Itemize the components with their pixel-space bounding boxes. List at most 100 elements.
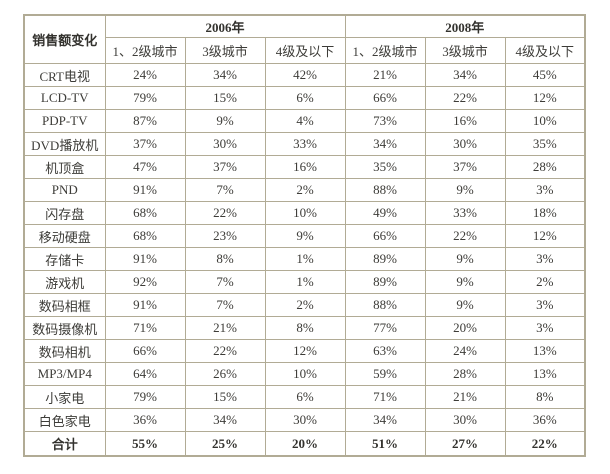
- table-cell: 47%: [104, 155, 186, 179]
- row-label: DVD播放机: [23, 132, 106, 156]
- table-cell: 34%: [184, 408, 266, 432]
- table-cell: 34%: [184, 63, 266, 87]
- table-cell: 33%: [264, 132, 346, 156]
- table-cell: 30%: [184, 132, 266, 156]
- table-cell: 22%: [424, 224, 506, 248]
- table-cell: 91%: [104, 178, 186, 202]
- table-cell: 30%: [424, 132, 506, 156]
- row-label: 游戏机: [23, 270, 106, 294]
- table-row: 游戏机 92% 7% 1% 89% 9% 2%: [23, 270, 586, 294]
- table-row: 数码摄像机 71% 21% 8% 77% 20% 3%: [23, 316, 586, 340]
- table-cell: 10%: [264, 362, 346, 386]
- table-cell: 8%: [504, 385, 586, 409]
- table-row: 白色家电 36% 34% 30% 34% 30% 36%: [23, 408, 586, 432]
- table-cell: 2%: [264, 293, 346, 317]
- table-cell: 13%: [504, 339, 586, 363]
- table-cell: 37%: [184, 155, 266, 179]
- row-label: 机顶盒: [23, 155, 106, 179]
- table-cell: 16%: [264, 155, 346, 179]
- table-cell: 15%: [184, 385, 266, 409]
- table-cell: 55%: [104, 431, 186, 457]
- year-header-row: 销售额变化 2006年 2008年: [23, 14, 586, 64]
- table-row: LCD-TV 79% 15% 6% 66% 22% 12%: [23, 86, 586, 110]
- table-cell: 30%: [264, 408, 346, 432]
- row-label: 白色家电: [23, 408, 106, 432]
- total-row-label: 合计: [23, 431, 106, 457]
- table-row: 存储卡 91% 8% 1% 89% 9% 3%: [23, 247, 586, 271]
- table-cell: 87%: [104, 109, 186, 133]
- row-label: 移动硬盘: [23, 224, 106, 248]
- table-row: CRT电视 24% 34% 42% 21% 34% 45%: [23, 63, 586, 87]
- table-cell: 21%: [344, 63, 426, 87]
- year-header-2008: 2008年: [344, 14, 586, 38]
- corner-header: 销售额变化: [23, 14, 106, 64]
- table-cell: 22%: [184, 201, 266, 225]
- table-cell: 68%: [104, 201, 186, 225]
- table-cell: 71%: [104, 316, 186, 340]
- table-cell: 8%: [184, 247, 266, 271]
- table-cell: 16%: [424, 109, 506, 133]
- table-cell: 89%: [344, 270, 426, 294]
- row-label: CRT电视: [23, 63, 106, 87]
- table-cell: 24%: [104, 63, 186, 87]
- table-cell: 15%: [184, 86, 266, 110]
- table-row: 闪存盘 68% 22% 10% 49% 33% 18%: [23, 201, 586, 225]
- column-header-tier12-2006: 1、2级城市: [104, 37, 186, 64]
- table-cell: 66%: [344, 86, 426, 110]
- table-cell: 79%: [104, 86, 186, 110]
- table-cell: 3%: [504, 293, 586, 317]
- table-row: MP3/MP4 64% 26% 10% 59% 28% 13%: [23, 362, 586, 386]
- total-row: 合计 55% 25% 20% 51% 27% 22%: [23, 431, 586, 457]
- table-cell: 1%: [264, 247, 346, 271]
- table-cell: 23%: [184, 224, 266, 248]
- table-row: DVD播放机 37% 30% 33% 34% 30% 35%: [23, 132, 586, 156]
- table-cell: 88%: [344, 178, 426, 202]
- table-cell: 21%: [424, 385, 506, 409]
- table-cell: 12%: [264, 339, 346, 363]
- table-cell: 12%: [504, 224, 586, 248]
- table-row: PDP-TV 87% 9% 4% 73% 16% 10%: [23, 109, 586, 133]
- table-cell: 73%: [344, 109, 426, 133]
- table-cell: 34%: [344, 408, 426, 432]
- table-cell: 77%: [344, 316, 426, 340]
- table-cell: 33%: [424, 201, 506, 225]
- table-cell: 36%: [104, 408, 186, 432]
- table-cell: 9%: [424, 293, 506, 317]
- table-cell: 10%: [504, 109, 586, 133]
- table-cell: 63%: [344, 339, 426, 363]
- table-row: 机顶盒 47% 37% 16% 35% 37% 28%: [23, 155, 586, 179]
- table-row: PND 91% 7% 2% 88% 9% 3%: [23, 178, 586, 202]
- table-cell: 22%: [504, 431, 586, 457]
- table-cell: 91%: [104, 247, 186, 271]
- row-label: PND: [23, 178, 106, 202]
- table-cell: 42%: [264, 63, 346, 87]
- table-cell: 10%: [264, 201, 346, 225]
- table-cell: 2%: [504, 270, 586, 294]
- column-header-tier12-2008: 1、2级城市: [344, 37, 426, 64]
- table-cell: 66%: [344, 224, 426, 248]
- column-header-tier4-2008: 4级及以下: [504, 37, 586, 64]
- table-cell: 71%: [344, 385, 426, 409]
- table-cell: 37%: [104, 132, 186, 156]
- table-row: 移动硬盘 68% 23% 9% 66% 22% 12%: [23, 224, 586, 248]
- row-label: 数码摄像机: [23, 316, 106, 340]
- table-cell: 45%: [504, 63, 586, 87]
- table-cell: 92%: [104, 270, 186, 294]
- row-label: 存储卡: [23, 247, 106, 271]
- table-cell: 91%: [104, 293, 186, 317]
- table-cell: 2%: [264, 178, 346, 202]
- year-header-2006: 2006年: [104, 14, 346, 38]
- table-row: 数码相机 66% 22% 12% 63% 24% 13%: [23, 339, 586, 363]
- table-cell: 26%: [184, 362, 266, 386]
- table-cell: 51%: [344, 431, 426, 457]
- row-label: 数码相机: [23, 339, 106, 363]
- table-cell: 68%: [104, 224, 186, 248]
- table-cell: 18%: [504, 201, 586, 225]
- table-cell: 49%: [344, 201, 426, 225]
- table-header: 销售额变化 2006年 2008年 1、2级城市 3级城市 4级及以下 1、2级…: [23, 14, 586, 64]
- table-cell: 27%: [424, 431, 506, 457]
- table-cell: 21%: [184, 316, 266, 340]
- table-body: CRT电视 24% 34% 42% 21% 34% 45% LCD-TV 79% 15% 6% 66%…: [23, 63, 586, 457]
- table-cell: 28%: [424, 362, 506, 386]
